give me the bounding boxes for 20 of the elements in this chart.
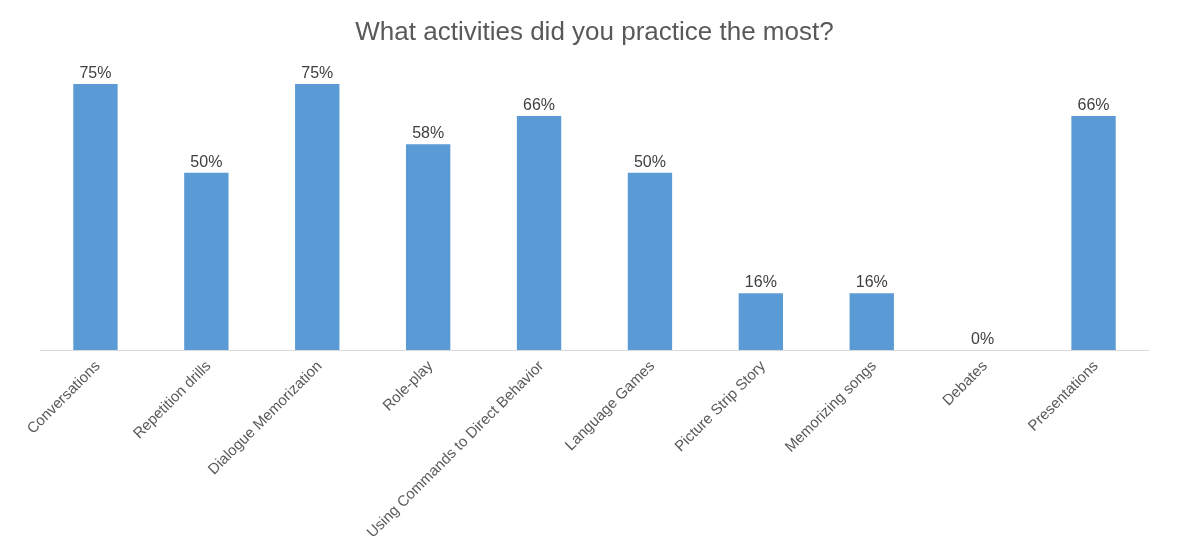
data-label: 50% bbox=[633, 152, 666, 170]
bar bbox=[627, 172, 673, 350]
data-label: 66% bbox=[523, 95, 556, 113]
bar bbox=[295, 84, 340, 350]
data-label: 66% bbox=[1077, 95, 1110, 113]
bar bbox=[73, 84, 118, 350]
data-label: 16% bbox=[855, 273, 888, 291]
data-label: 75% bbox=[301, 64, 334, 81]
data-label: 75% bbox=[79, 64, 112, 81]
chart-title: What activities did you practice the most? bbox=[355, 16, 834, 47]
bar bbox=[184, 172, 229, 350]
data-label: 0% bbox=[971, 330, 995, 347]
data-label: 50% bbox=[190, 152, 223, 170]
data-label: 58% bbox=[412, 124, 445, 142]
bar bbox=[849, 293, 894, 350]
bar bbox=[1071, 115, 1116, 350]
data-label: 16% bbox=[744, 273, 777, 291]
bar bbox=[405, 144, 451, 350]
bar bbox=[516, 115, 562, 350]
bar bbox=[738, 293, 784, 350]
